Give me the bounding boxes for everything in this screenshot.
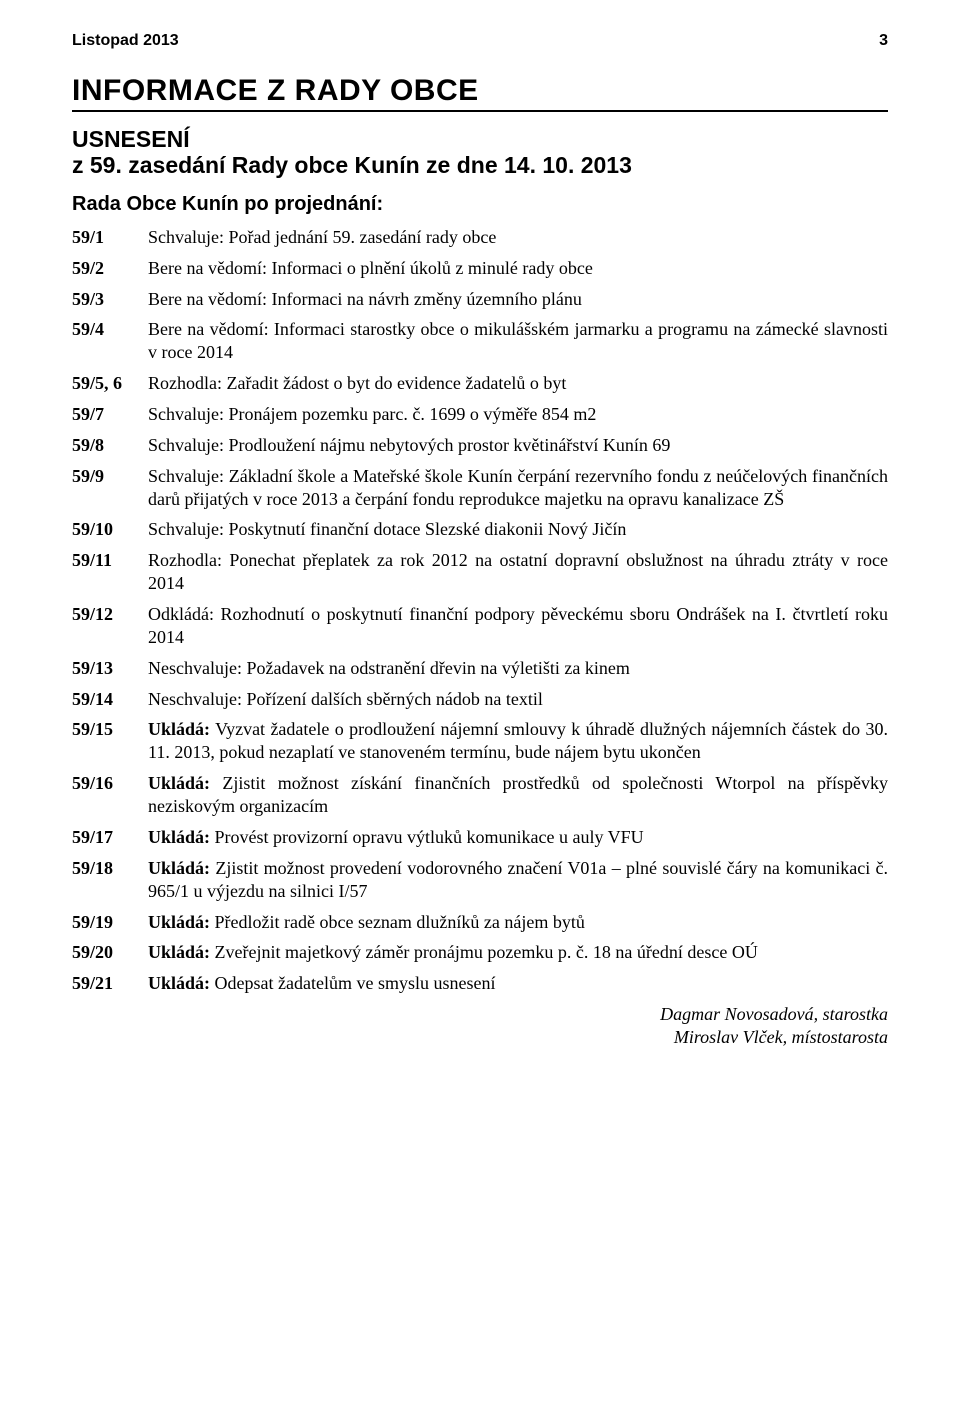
resolution-item: 59/12Odkládá: Rozhodnutí o poskytnutí fi…	[72, 603, 888, 649]
resolution-number: 59/9	[72, 465, 148, 511]
resolution-item: 59/17Ukládá: Provést provizorní opravu v…	[72, 826, 888, 849]
resolution-number: 59/16	[72, 772, 148, 818]
resolution-number: 59/11	[72, 549, 148, 595]
resolution-text: Schvaluje: Prodloužení nájmu nebytových …	[148, 434, 888, 457]
resolution-number: 59/21	[72, 972, 148, 995]
resolution-number: 59/19	[72, 911, 148, 934]
resolution-item: 59/14Neschvaluje: Pořízení dalších sběrn…	[72, 688, 888, 711]
resolution-text: Ukládá: Zveřejnit majetkový záměr pronáj…	[148, 941, 888, 964]
resolution-text: Neschvaluje: Požadavek na odstranění dře…	[148, 657, 888, 680]
running-header: Listopad 2013 3	[72, 32, 888, 50]
resolution-item: 59/20Ukládá: Zveřejnit majetkový záměr p…	[72, 941, 888, 964]
resolution-item: 59/4Bere na vědomí: Informaci starostky …	[72, 318, 888, 364]
resolution-text: Schvaluje: Základní škole a Mateřské ško…	[148, 465, 888, 511]
signature-mayor: Dagmar Novosadová, starostka	[72, 1003, 888, 1026]
resolution-item: 59/7Schvaluje: Pronájem pozemku parc. č.…	[72, 403, 888, 426]
resolution-text: Ukládá: Vyzvat žadatele o prodloužení ná…	[148, 718, 888, 764]
resolution-rest: Vyzvat žadatele o prodloužení nájemní sm…	[148, 719, 888, 762]
resolution-item: 59/1Schvaluje: Pořad jednání 59. zasedán…	[72, 226, 888, 249]
resolution-item: 59/15Ukládá: Vyzvat žadatele o prodlouže…	[72, 718, 888, 764]
header-left: Listopad 2013	[72, 32, 179, 50]
resolution-item: 59/2Bere na vědomí: Informaci o plnění ú…	[72, 257, 888, 280]
resolution-text: Schvaluje: Pořad jednání 59. zasedání ra…	[148, 226, 888, 249]
subheading-after-discussion: Rada Obce Kunín po projednání:	[72, 193, 888, 216]
resolution-text: Rozhodla: Ponechat přeplatek za rok 2012…	[148, 549, 888, 595]
resolution-number: 59/20	[72, 941, 148, 964]
resolution-number: 59/1	[72, 226, 148, 249]
resolution-lead-bold: Ukládá:	[148, 827, 210, 847]
resolution-text: Ukládá: Zjistit možnost získání finanční…	[148, 772, 888, 818]
title-rule	[72, 110, 888, 112]
resolution-text: Ukládá: Provést provizorní opravu výtluk…	[148, 826, 888, 849]
resolution-text: Ukládá: Zjistit možnost provedení vodoro…	[148, 857, 888, 903]
resolution-item: 59/19Ukládá: Předložit radě obce seznam …	[72, 911, 888, 934]
resolution-text: Ukládá: Předložit radě obce seznam dlužn…	[148, 911, 888, 934]
resolution-number: 59/2	[72, 257, 148, 280]
resolution-text: Bere na vědomí: Informaci na návrh změny…	[148, 288, 888, 311]
resolution-rest: Předložit radě obce seznam dlužníků za n…	[210, 912, 585, 932]
resolution-number: 59/15	[72, 718, 148, 764]
resolution-item: 59/3Bere na vědomí: Informaci na návrh z…	[72, 288, 888, 311]
resolution-item: 59/21Ukládá: Odepsat žadatelům ve smyslu…	[72, 972, 888, 995]
resolution-rest: Provést provizorní opravu výtluků komuni…	[210, 827, 644, 847]
resolution-list: 59/1Schvaluje: Pořad jednání 59. zasedán…	[72, 226, 888, 995]
resolution-number: 59/8	[72, 434, 148, 457]
page: Listopad 2013 3 INFORMACE Z RADY OBCE US…	[0, 0, 960, 1410]
resolution-item: 59/8Schvaluje: Prodloužení nájmu nebytov…	[72, 434, 888, 457]
signature-deputy: Miroslav Vlček, místostarosta	[72, 1026, 888, 1049]
subheading-meeting: z 59. zasedání Rady obce Kunín ze dne 14…	[72, 152, 888, 178]
resolution-number: 59/13	[72, 657, 148, 680]
resolution-number: 59/12	[72, 603, 148, 649]
resolution-rest: Zjistit možnost provedení vodorovného zn…	[148, 858, 888, 901]
resolution-number: 59/14	[72, 688, 148, 711]
resolution-lead-bold: Ukládá:	[148, 942, 210, 962]
resolution-text: Bere na vědomí: Informaci o plnění úkolů…	[148, 257, 888, 280]
resolution-lead-bold: Ukládá:	[148, 973, 210, 993]
resolution-rest: Odepsat žadatelům ve smyslu usnesení	[210, 973, 495, 993]
resolution-number: 59/4	[72, 318, 148, 364]
resolution-item: 59/18Ukládá: Zjistit možnost provedení v…	[72, 857, 888, 903]
resolution-item: 59/11Rozhodla: Ponechat přeplatek za rok…	[72, 549, 888, 595]
resolution-item: 59/13Neschvaluje: Požadavek na odstraněn…	[72, 657, 888, 680]
resolution-rest: Zveřejnit majetkový záměr pronájmu pozem…	[210, 942, 758, 962]
resolution-lead-bold: Ukládá:	[148, 719, 210, 739]
resolution-text: Rozhodla: Zařadit žádost o byt do eviden…	[148, 372, 888, 395]
resolution-lead-bold: Ukládá:	[148, 858, 210, 878]
resolution-number: 59/7	[72, 403, 148, 426]
resolution-text: Neschvaluje: Pořízení dalších sběrných n…	[148, 688, 888, 711]
resolution-lead-bold: Ukládá:	[148, 912, 210, 932]
resolution-text: Ukládá: Odepsat žadatelům ve smyslu usne…	[148, 972, 888, 995]
resolution-item: 59/5, 6Rozhodla: Zařadit žádost o byt do…	[72, 372, 888, 395]
resolution-item: 59/10Schvaluje: Poskytnutí finanční dota…	[72, 518, 888, 541]
resolution-rest: Zjistit možnost získání finančních prost…	[148, 773, 888, 816]
resolution-number: 59/18	[72, 857, 148, 903]
resolution-number: 59/17	[72, 826, 148, 849]
header-page-number: 3	[879, 32, 888, 50]
resolution-item: 59/16Ukládá: Zjistit možnost získání fin…	[72, 772, 888, 818]
resolution-item: 59/9Schvaluje: Základní škole a Mateřské…	[72, 465, 888, 511]
signatures: Dagmar Novosadová, starostka Miroslav Vl…	[72, 1003, 888, 1050]
resolution-text: Schvaluje: Poskytnutí finanční dotace Sl…	[148, 518, 888, 541]
resolution-text: Odkládá: Rozhodnutí o poskytnutí finančn…	[148, 603, 888, 649]
resolution-number: 59/5, 6	[72, 372, 148, 395]
resolution-lead-bold: Ukládá:	[148, 773, 210, 793]
resolution-number: 59/3	[72, 288, 148, 311]
resolution-text: Bere na vědomí: Informaci starostky obce…	[148, 318, 888, 364]
subheading-usneseni: USNESENÍ	[72, 126, 888, 152]
resolution-number: 59/10	[72, 518, 148, 541]
resolution-text: Schvaluje: Pronájem pozemku parc. č. 169…	[148, 403, 888, 426]
main-title: INFORMACE Z RADY OBCE	[72, 74, 888, 108]
